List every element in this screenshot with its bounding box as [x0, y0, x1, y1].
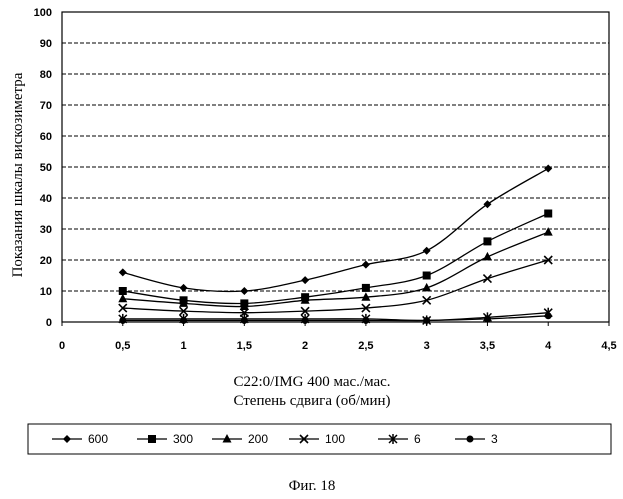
data-point-600-4	[361, 260, 370, 269]
series-line-3	[122, 315, 549, 322]
data-point-200-0	[118, 293, 128, 303]
legend-label: 100	[325, 432, 345, 446]
series-100	[118, 255, 553, 318]
x-tick-label: 0,5	[115, 340, 130, 352]
series-3	[119, 312, 552, 324]
data-point-200-4	[361, 292, 371, 301]
data-point-3-6	[483, 315, 491, 323]
x-axis-label-line2: Степень сдвига (об/мин)	[233, 393, 390, 409]
data-point-200-7	[543, 227, 553, 236]
legend-marker-6	[388, 434, 398, 444]
data-point-200-6	[482, 251, 492, 261]
data-point-3-4	[362, 316, 370, 324]
data-point-100-1	[178, 306, 189, 316]
data-point-600-2	[240, 287, 249, 295]
x-tick-label: 1,5	[237, 340, 252, 352]
data-point-100-4	[361, 303, 371, 313]
y-tick-label: 10	[40, 286, 52, 298]
data-point-200-2	[239, 301, 249, 310]
y-axis-label: Показания шкалы вискозиметра	[10, 72, 26, 277]
data-point-3-7	[544, 312, 552, 320]
legend-item-100: 100	[289, 432, 345, 446]
data-point-300-4	[361, 283, 370, 292]
y-tick-label: 30	[40, 224, 52, 236]
y-tick-label: 50	[40, 162, 52, 174]
data-point-3-0	[119, 316, 127, 324]
x-tick-label: 1	[180, 340, 186, 352]
data-point-100-0	[118, 303, 128, 313]
x-tick-label: 2,5	[358, 340, 373, 352]
data-point-600-3	[301, 276, 310, 285]
legend-label: 300	[173, 432, 193, 446]
legend-marker-600	[63, 435, 71, 443]
data-point-3-3	[301, 316, 309, 324]
series-200	[118, 227, 553, 310]
y-tick-label: 20	[40, 255, 52, 267]
data-point-200-1	[179, 298, 189, 307]
data-point-100-5	[422, 295, 432, 305]
legend-marker-200	[222, 434, 232, 443]
legend-marker-3	[466, 435, 474, 443]
y-tick-label: 60	[40, 131, 52, 143]
legend-label: 3	[491, 432, 498, 446]
y-tick-label: 80	[40, 69, 52, 81]
legend-items: 600 300 200 100 6 3	[52, 432, 498, 446]
y-tick-label: 100	[34, 7, 52, 19]
data-point-200-5	[422, 282, 432, 292]
data-point-100-6	[482, 274, 493, 284]
series-600	[118, 164, 553, 295]
data-point-300-6	[483, 237, 492, 246]
x-axis-label-line1: C22:0/IMG 400 мас./мас.	[233, 374, 390, 390]
legend-item-3: 3	[455, 432, 498, 446]
legend-item-6: 6	[378, 432, 421, 446]
y-tick-label: 40	[40, 193, 52, 205]
data-point-600-5	[422, 246, 431, 255]
legend-item-300: 300	[137, 432, 193, 446]
data-point-100-7	[543, 255, 553, 265]
figure-caption: Фиг. 18	[289, 478, 336, 494]
y-tick-label: 70	[40, 100, 52, 112]
x-axis-ticks: 0 0,5 1 1,5 2 2,5 3 3,5 4 4,5	[59, 322, 617, 352]
series-group	[118, 164, 553, 326]
data-point-100-3	[300, 306, 310, 316]
legend-label: 600	[88, 432, 108, 446]
series-line-100	[122, 259, 549, 314]
x-tick-label: 3,5	[480, 340, 495, 352]
legend-marker-100	[299, 434, 309, 444]
data-point-600-7	[544, 164, 553, 173]
grid-lines	[62, 42, 609, 292]
data-point-600-1	[179, 283, 188, 292]
data-point-300-5	[422, 271, 431, 280]
data-point-600-0	[118, 268, 127, 277]
data-point-300-0	[118, 287, 127, 295]
legend-label: 200	[248, 432, 268, 446]
data-point-3-5	[423, 316, 431, 324]
x-tick-label: 4,5	[601, 340, 616, 352]
y-axis-ticks: 0 10 20 30 40 50 60 70 80 90 100	[34, 7, 52, 329]
data-point-3-1	[180, 316, 188, 324]
x-tick-label: 4	[545, 340, 552, 352]
series-line-600	[122, 167, 549, 293]
data-point-600-6	[483, 200, 492, 209]
y-tick-label: 0	[46, 317, 52, 329]
legend-item-600: 600	[52, 432, 108, 446]
legend	[27, 423, 612, 455]
y-tick-label: 90	[40, 38, 52, 50]
legend-marker-300	[148, 435, 156, 443]
series-line-6	[122, 312, 549, 322]
data-point-300-7	[544, 209, 553, 218]
data-point-200-3	[300, 295, 310, 304]
data-point-3-2	[240, 316, 248, 324]
x-tick-label: 2	[302, 340, 308, 352]
x-tick-label: 3	[424, 340, 430, 352]
plot-area	[61, 11, 610, 323]
x-tick-label: 0	[59, 340, 65, 352]
legend-item-200: 200	[212, 432, 268, 446]
legend-label: 6	[414, 432, 421, 446]
